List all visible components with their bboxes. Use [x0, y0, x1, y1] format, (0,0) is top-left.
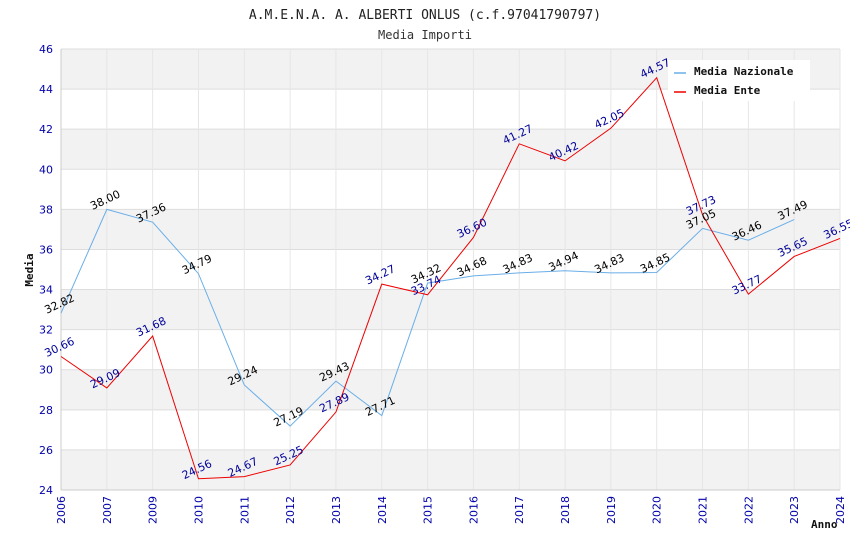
- legend-label-media-nazionale: Media Nazionale: [694, 65, 794, 78]
- y-tick-label: 42: [39, 123, 53, 136]
- y-tick-label: 40: [39, 163, 53, 176]
- grid-band: [61, 249, 840, 290]
- x-tick-label: 2016: [467, 496, 480, 524]
- x-tick-label: 2011: [238, 496, 251, 524]
- x-tick-label: 2019: [605, 496, 618, 524]
- y-tick-label: 46: [39, 43, 53, 56]
- x-tick-label: 2022: [742, 496, 755, 524]
- plot-background: [60, 48, 841, 491]
- x-tick-label: 2023: [788, 496, 801, 524]
- x-tick-label: 2018: [559, 496, 572, 524]
- x-tick-label: 2006: [55, 496, 68, 524]
- x-tick-label: 2014: [376, 496, 389, 524]
- chart-subtitle: Media Importi: [378, 28, 472, 42]
- x-tick-label: 2024: [834, 496, 847, 524]
- series-lines: [60, 76, 841, 480]
- legend-label-media-ente: Media Ente: [694, 84, 761, 97]
- x-axis-ticks: 2006 2007 2009 2010 2011 2012 2013 2014 2015 2016…: [55, 496, 847, 524]
- x-tick-label: 2009: [147, 496, 160, 524]
- grid-band: [61, 369, 840, 410]
- y-tick-label: 26: [39, 444, 53, 457]
- x-tick-label: 2007: [101, 496, 114, 524]
- y-tick-label: 28: [39, 404, 53, 417]
- legend-box: [668, 60, 810, 101]
- x-tick-label: 2020: [651, 496, 664, 524]
- y-tick-label: 30: [39, 364, 53, 377]
- x-tick-label: 2010: [192, 496, 205, 524]
- y-axis-ticks: 24 26 28 30 32 34 36 38 40 42 44 46: [39, 43, 53, 497]
- legend: Media Nazionale Media Ente: [668, 60, 810, 101]
- x-tick-label: 2013: [330, 496, 343, 524]
- x-axis-label: Anno: [811, 518, 838, 531]
- grid-band: [61, 209, 840, 250]
- y-tick-label: 44: [39, 83, 53, 96]
- grid-band: [61, 169, 840, 210]
- x-tick-label: 2012: [284, 496, 297, 524]
- series-line-media-ente: [60, 76, 841, 480]
- y-tick-label: 24: [39, 484, 53, 497]
- chart-title: A.M.E.N.A. A. ALBERTI ONLUS (c.f.9704179…: [249, 8, 601, 23]
- x-tick-label: 2017: [513, 496, 526, 524]
- y-tick-label: 38: [39, 203, 53, 216]
- y-axis-label: Media: [23, 253, 36, 286]
- series-line-media-nazionale: [60, 208, 795, 427]
- y-tick-label: 32: [39, 324, 53, 337]
- grid-band: [61, 329, 840, 370]
- y-tick-label: 34: [39, 284, 53, 297]
- grid-band: [61, 449, 840, 490]
- grid-band: [61, 409, 840, 450]
- x-tick-label: 2021: [697, 496, 710, 524]
- x-tick-label: 2015: [422, 496, 435, 524]
- grid-band: [61, 289, 840, 330]
- grid-band: [61, 129, 840, 170]
- y-tick-label: 36: [39, 243, 53, 256]
